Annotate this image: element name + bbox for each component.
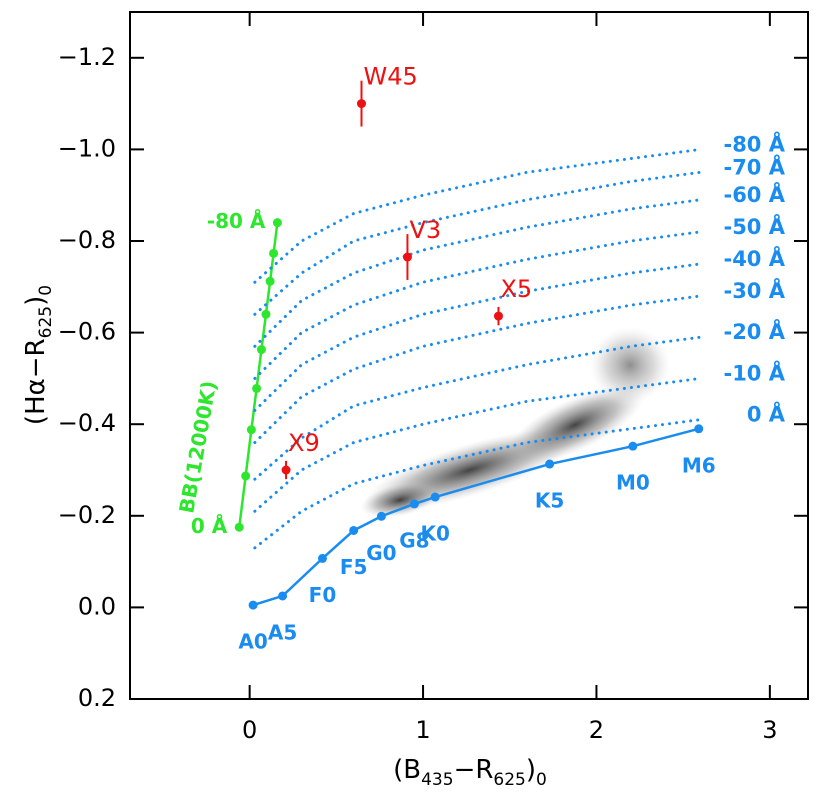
label-part: (B — [393, 755, 421, 785]
object-point — [281, 465, 291, 475]
point-label: G0 — [366, 541, 396, 565]
y-tick-label: −0.6 — [58, 318, 116, 346]
y-tick-label: −1.0 — [58, 134, 116, 162]
point-label: -80 Å — [207, 209, 266, 233]
point-label: F0 — [309, 583, 337, 607]
subscript: 0 — [536, 770, 547, 790]
ew-label: 0 Å — [747, 402, 786, 427]
track-point — [409, 499, 419, 509]
object-point — [493, 311, 503, 321]
object-label: V3 — [409, 216, 441, 244]
x-tick-label: 0 — [242, 716, 257, 744]
ew-label: -30 Å — [723, 278, 785, 303]
point-label: A0 — [238, 630, 267, 654]
ew-label: -40 Å — [723, 246, 785, 271]
point-label: K0 — [420, 522, 449, 546]
track-point — [269, 248, 279, 258]
ew-curve — [253, 198, 702, 348]
track-point — [278, 591, 288, 601]
object-point — [402, 252, 412, 262]
track-point — [349, 525, 359, 535]
subscript: 625 — [36, 306, 56, 338]
star-cloud — [360, 327, 670, 518]
x-tick-label: 1 — [415, 716, 430, 744]
x-tick-label: 2 — [589, 716, 604, 744]
y-tick-label: 0.2 — [78, 684, 116, 712]
ew-curve — [253, 262, 702, 412]
track-point — [376, 511, 386, 521]
point-label: K5 — [535, 489, 564, 513]
point-label: A5 — [268, 620, 297, 644]
object-label: W45 — [363, 63, 417, 91]
ew-label: -70 Å — [723, 154, 785, 179]
point-label: M0 — [616, 471, 650, 495]
subscript: 435 — [421, 770, 453, 790]
label-part: ) — [21, 296, 51, 306]
ew-label: -60 Å — [723, 182, 785, 207]
object-label: X9 — [288, 429, 320, 457]
track-point — [628, 441, 638, 451]
label-part: −R — [454, 755, 494, 785]
track-point — [317, 553, 327, 563]
ew-label: -10 Å — [723, 360, 785, 385]
ew-curve — [253, 230, 702, 380]
ew-label: -80 Å — [723, 131, 785, 156]
track-point — [241, 471, 251, 481]
track-point — [234, 522, 244, 532]
y-tick-label: −0.4 — [58, 409, 116, 437]
track-point — [694, 424, 704, 434]
ew-curve — [253, 170, 702, 316]
y-tick-label: −1.2 — [58, 43, 116, 71]
track-point — [430, 492, 440, 502]
y-tick-label: −0.8 — [58, 226, 116, 254]
point-label: M6 — [682, 453, 716, 477]
ew-curve — [253, 147, 702, 284]
track-point — [252, 383, 262, 393]
y-tick-label: 0.0 — [78, 592, 116, 620]
track-point — [545, 459, 555, 469]
point-label: F5 — [340, 555, 368, 579]
axis-label: (Hα−R625)0 — [21, 285, 57, 425]
ew-curve — [253, 294, 702, 445]
label-part: (Hα−R — [21, 338, 51, 425]
ew-label: -20 Å — [723, 319, 785, 344]
y-tick-label: −0.2 — [58, 501, 116, 529]
series-label: BB(12000K) — [174, 379, 221, 515]
point-label: G8 — [399, 528, 429, 552]
point-label: 0 Å — [191, 514, 228, 538]
plot-frame — [129, 11, 809, 700]
x-tick-label: 3 — [762, 716, 777, 744]
track-point — [248, 600, 258, 610]
track-point — [272, 218, 282, 228]
object-label: X5 — [500, 275, 532, 303]
track-point — [256, 345, 266, 355]
track-point — [246, 425, 256, 435]
ew-curve — [253, 376, 702, 513]
object-point — [356, 99, 366, 109]
track-line — [252, 427, 700, 607]
subscript: 625 — [493, 770, 525, 790]
ew-label: -50 Å — [723, 214, 785, 239]
track-point — [265, 276, 275, 286]
axis-label: (B435−R625)0 — [393, 755, 547, 791]
subscript: 0 — [36, 285, 56, 296]
track-point — [261, 309, 271, 319]
label-part: ) — [526, 755, 536, 785]
